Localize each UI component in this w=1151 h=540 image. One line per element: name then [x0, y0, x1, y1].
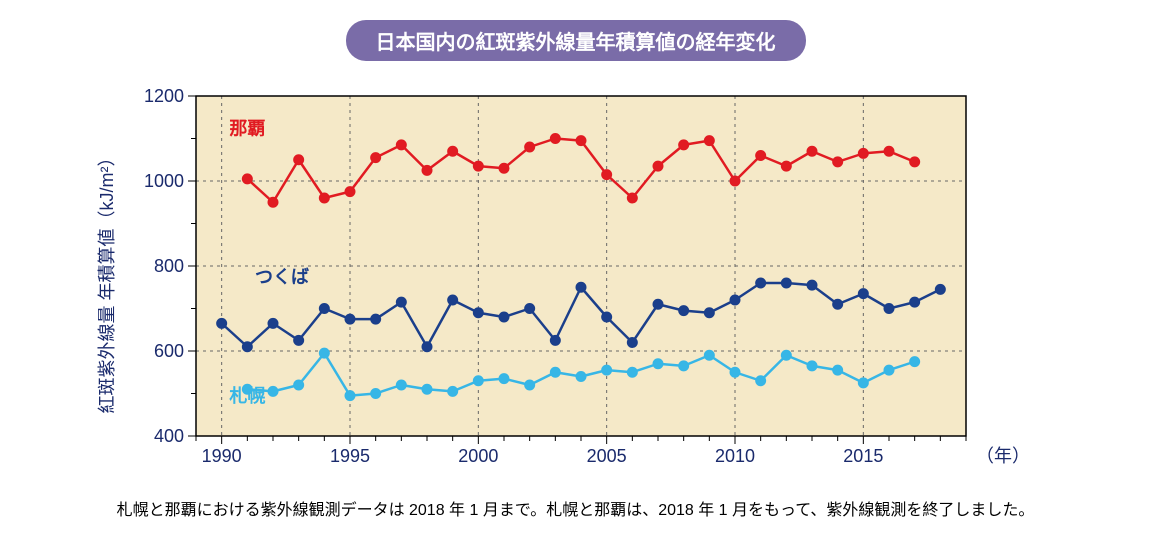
svg-text:600: 600	[153, 341, 183, 361]
svg-text:1995: 1995	[329, 446, 369, 466]
svg-text:2000: 2000	[458, 446, 498, 466]
uv-chart: 400 600 800 1000 1200 1990 1995 2000 2005 2010 201…	[126, 81, 1026, 481]
svg-text:つくば: つくば	[255, 267, 309, 287]
svg-text:札幌: 札幌	[228, 385, 265, 406]
svg-text:那覇: 那覇	[229, 118, 265, 138]
svg-text:800: 800	[153, 256, 183, 276]
y-axis-label: 紅斑紫外線量 年積算値（kJ/m²）	[93, 149, 119, 414]
svg-text:2010: 2010	[714, 446, 754, 466]
svg-text:1200: 1200	[143, 86, 183, 106]
svg-text:400: 400	[153, 426, 183, 446]
svg-text:2005: 2005	[586, 446, 626, 466]
svg-text:2015: 2015	[843, 446, 883, 466]
chart-title-pill: 日本国内の紅斑紫外線量年積算値の経年変化	[346, 20, 806, 61]
chart-container: 紅斑紫外線量 年積算値（kJ/m²） 400600800100012001990…	[126, 81, 1026, 481]
svg-text:1000: 1000	[143, 171, 183, 191]
svg-text:（年）: （年）	[976, 446, 1026, 466]
chart-footnote: 札幌と那覇における紫外線観測データは 2018 年 1 月まで。札幌と那覇は、2…	[10, 496, 1141, 520]
svg-text:1990: 1990	[201, 446, 241, 466]
